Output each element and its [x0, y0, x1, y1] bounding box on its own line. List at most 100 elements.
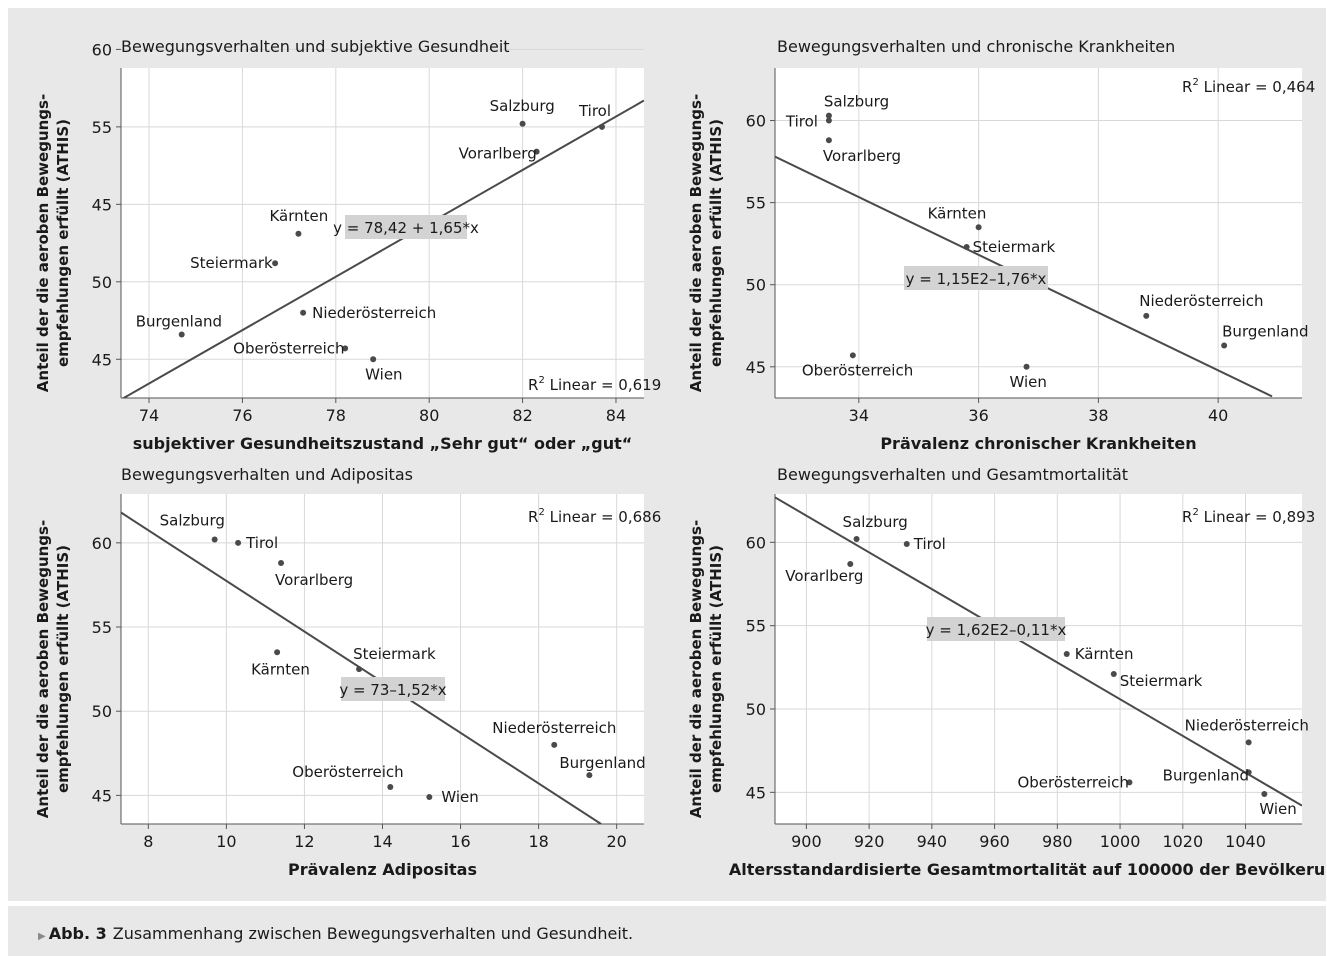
- point-label-steiermark: Steiermark: [190, 254, 273, 272]
- y-tick-label: 45: [92, 350, 112, 369]
- point-oberoesterreich: [342, 345, 349, 352]
- regression-line: [121, 99, 644, 398]
- point-label-oberoesterreich: Oberösterreich: [292, 763, 403, 781]
- x-tick-label: 34: [849, 406, 869, 425]
- point-label-kaernten: Kärnten: [251, 660, 310, 678]
- chart-title: Bewegungsverhalten und Adipositas: [121, 465, 413, 484]
- regression-line: [775, 496, 1302, 807]
- chart-title: Bewegungsverhalten und Gesamtmortalität: [777, 465, 1128, 484]
- point-label-steiermark: Steiermark: [353, 645, 436, 663]
- figure-caption: ▶ Abb. 3 Zusammenhang zwischen Bewegungsve…: [38, 924, 633, 943]
- point-salzburg: [853, 536, 860, 542]
- point-steiermark: [272, 260, 279, 267]
- point-salzburg: [519, 120, 526, 127]
- point-label-wien: Wien: [441, 788, 478, 806]
- x-tick-label: 38: [1088, 406, 1108, 425]
- x-tick-label: 36: [968, 406, 988, 425]
- equation-box: [927, 617, 1065, 641]
- caption-bar: ▶ Abb. 3 Zusammenhang zwischen Bewegungsve…: [8, 906, 1326, 956]
- point-wien: [1261, 791, 1268, 797]
- y-axis-label: empfehlungen erfüllt (ATHIS): [707, 545, 725, 793]
- y-axis-label: Anteil der die aeroben Bewegungs-: [34, 520, 52, 818]
- equation-box: [904, 266, 1048, 290]
- point-oberoesterreich: [1126, 779, 1133, 786]
- point-label-salzburg: Salzburg: [160, 511, 225, 529]
- point-label-wien: Wien: [1010, 373, 1047, 391]
- y-tick-label: 45: [92, 786, 112, 805]
- x-tick-label: 1000: [1100, 832, 1141, 851]
- point-salzburg: [211, 536, 218, 543]
- caption-arrow-icon: ▶: [38, 931, 46, 942]
- x-axis-label: Prävalenz chronischer Krankheiten: [880, 434, 1196, 453]
- r2-label: R2 Linear = 0,893: [1182, 507, 1315, 526]
- x-tick-label: 80: [419, 406, 439, 425]
- x-tick-label: 12: [294, 832, 314, 851]
- point-steiermark: [356, 666, 363, 673]
- x-tick-label: 18: [528, 832, 548, 851]
- point-label-niederoesterreich: Niederösterreich: [1139, 292, 1263, 310]
- x-tick-label: 1020: [1162, 832, 1203, 851]
- y-tick-label: 60: [92, 534, 112, 553]
- x-tick-label: 960: [979, 832, 1010, 851]
- x-axis-label: subjektiver Gesundheitszustand „Sehr gut…: [133, 434, 633, 453]
- point-oberoesterreich: [387, 783, 394, 790]
- point-tirol: [598, 123, 605, 130]
- point-wien: [426, 794, 433, 801]
- point-label-burgenland: Burgenland: [559, 754, 645, 772]
- x-tick-label: 20: [606, 832, 626, 851]
- x-tick-label: 84: [606, 406, 626, 425]
- x-tick-label: 14: [372, 832, 392, 851]
- y-tick-label: 50: [92, 702, 112, 721]
- r2-label: R2 Linear = 0,619: [528, 375, 661, 394]
- point-label-wien: Wien: [1259, 800, 1296, 818]
- point-label-steiermark: Steiermark: [973, 238, 1056, 256]
- x-tick-label: 16: [450, 832, 470, 851]
- point-label-tirol: Tirol: [785, 113, 818, 131]
- caption-text: Zusammenhang zwischen Bewegungsverhalten…: [112, 924, 634, 943]
- x-tick-label: 74: [139, 406, 159, 425]
- point-label-oberoesterreich: Oberösterreich: [233, 339, 344, 357]
- point-label-kaernten: Kärnten: [269, 207, 328, 225]
- point-kaernten: [1063, 651, 1070, 657]
- point-label-oberoesterreich: Oberösterreich: [1017, 773, 1128, 791]
- point-label-vorarlberg: Vorarlberg: [275, 571, 353, 589]
- point-label-kaernten: Kärnten: [928, 204, 987, 222]
- point-label-oberoesterreich: Oberösterreich: [802, 361, 913, 379]
- x-tick-label: 76: [232, 406, 252, 425]
- y-axis-label: Anteil der die aeroben Bewegungs-: [687, 520, 705, 818]
- point-label-salzburg: Salzburg: [824, 93, 889, 111]
- x-tick-label: 920: [854, 832, 885, 851]
- point-oberoesterreich: [849, 352, 856, 359]
- point-wien: [370, 356, 377, 363]
- equation-label: y = 73–1,52*x: [339, 681, 446, 699]
- point-burgenland: [586, 772, 593, 779]
- y-tick-label: 55: [746, 194, 766, 213]
- x-tick-label: 980: [1042, 832, 1073, 851]
- x-tick-label: 900: [791, 832, 822, 851]
- equation-box: [341, 677, 445, 701]
- y-tick-label: 45: [92, 195, 112, 214]
- y-tick-label: 50: [92, 273, 112, 292]
- point-label-vorarlberg: Vorarlberg: [785, 567, 863, 585]
- point-burgenland: [178, 331, 185, 338]
- point-label-tirol: Tirol: [913, 535, 946, 553]
- point-salzburg: [825, 112, 832, 119]
- r2-label: R2 Linear = 0,464: [1182, 77, 1315, 96]
- y-tick-label: 50: [746, 276, 766, 295]
- chart-3: 45 50 55 60 8 10 12 14 16 18 20 y = 73–1,52*x Salzbu…: [34, 465, 661, 879]
- y-tick-label: 45: [746, 358, 766, 377]
- x-tick-label: 78: [326, 406, 346, 425]
- point-label-steiermark: Steiermark: [1120, 672, 1203, 690]
- equation-label: y = 78,42 + 1,65*x: [333, 219, 479, 237]
- x-tick-label: 40: [1208, 406, 1228, 425]
- point-label-niederoesterreich: Niederösterreich: [1185, 716, 1309, 734]
- point-tirol: [825, 117, 832, 124]
- point-niederoesterreich: [551, 741, 558, 748]
- equation-box: [345, 215, 467, 239]
- chart-4: 45 50 55 60 900 920 940 960 980 1000 1020 1040 y = 1…: [687, 465, 1326, 879]
- equation-label: y = 1,15E2–1,76*x: [906, 270, 1047, 288]
- y-tick-label: 50: [746, 700, 766, 719]
- point-vorarlberg: [533, 148, 540, 155]
- point-label-salzburg: Salzburg: [843, 513, 908, 531]
- x-tick-label: 82: [512, 406, 532, 425]
